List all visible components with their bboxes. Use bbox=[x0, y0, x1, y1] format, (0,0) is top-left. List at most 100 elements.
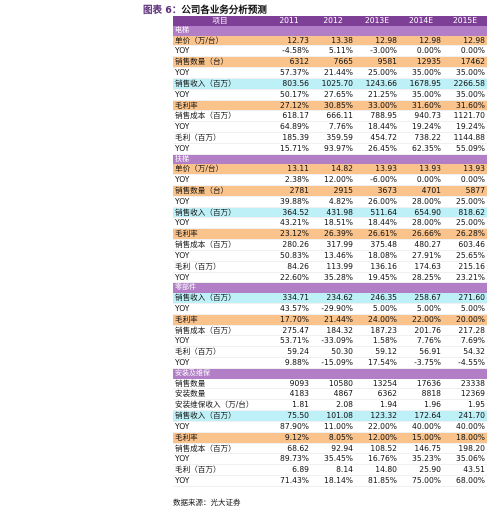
row-value: 35.00% bbox=[443, 89, 487, 101]
row-label: 安装维保收入（万/台） bbox=[173, 399, 267, 412]
row-value: 33.00% bbox=[355, 100, 399, 112]
row-value: 6312 bbox=[267, 56, 311, 69]
table-row: 安装维保收入（万/台） 1.81 2.08 1.94 1.96 1.95 bbox=[173, 399, 487, 412]
row-value: 54.32 bbox=[443, 346, 487, 358]
row-value: 2781 bbox=[267, 185, 311, 197]
row-label: 毛利（百万） bbox=[173, 261, 267, 273]
header-year: 2014E bbox=[399, 16, 443, 26]
row-value: 50.83% bbox=[267, 250, 311, 262]
row-value: 0.00% bbox=[399, 45, 443, 58]
row-value: 25.90 bbox=[399, 464, 443, 476]
row-value: 9.88% bbox=[267, 357, 311, 369]
section-row: 扶梯 bbox=[173, 154, 487, 165]
row-value: 184.32 bbox=[311, 325, 355, 337]
row-label: YOY bbox=[173, 335, 267, 348]
row-value: 13.93 bbox=[399, 164, 443, 176]
row-value: 8.05% bbox=[311, 432, 355, 444]
row-value: 136.16 bbox=[355, 261, 399, 273]
row-value: 43.51 bbox=[443, 464, 487, 476]
table-row: 销售成本（百万） 275.47 184.32 187.23 201.76 217.28 bbox=[173, 325, 487, 337]
table-row: 销售数量（台） 6312 7665 9581 12935 17462 bbox=[173, 56, 487, 69]
row-value: 93.97% bbox=[311, 143, 355, 155]
table-row: YOY 15.71% 93.97% 26.45% 62.35% 55.09% bbox=[173, 143, 487, 155]
row-value: 13.46% bbox=[311, 250, 355, 262]
row-value: 375.48 bbox=[355, 239, 399, 251]
table-row: YOY 89.73% 35.45% 16.76% 35.23% 35.06% bbox=[173, 453, 487, 466]
row-label: 销售收入（百万） bbox=[173, 293, 267, 304]
row-value: 234.62 bbox=[311, 293, 355, 304]
row-value: 6.89 bbox=[267, 464, 311, 476]
table-number: 图表 6： bbox=[143, 5, 182, 16]
row-value: 317.99 bbox=[311, 239, 355, 251]
row-value: 738.22 bbox=[399, 132, 443, 144]
row-value: 5.00% bbox=[399, 303, 443, 315]
row-value: 12.98 bbox=[443, 35, 487, 47]
row-value: 26.00% bbox=[355, 196, 399, 208]
table-row: 毛利率 9.12% 8.05% 12.00% 15.00% 18.00% bbox=[173, 432, 487, 444]
row-value: 35.00% bbox=[399, 89, 443, 101]
row-value: 18.44% bbox=[355, 121, 399, 133]
row-value: 12369 bbox=[443, 388, 487, 401]
row-value: 940.73 bbox=[399, 110, 443, 123]
row-value: 71.43% bbox=[267, 475, 311, 487]
row-label: YOY bbox=[173, 272, 267, 284]
table-row: YOY 39.88% 4.82% 26.00% 28.00% 25.00% bbox=[173, 196, 487, 208]
row-value: 23338 bbox=[443, 378, 487, 390]
table-row: 安装数量 4183 4867 6362 8818 12369 bbox=[173, 388, 487, 401]
row-value: 22.60% bbox=[267, 272, 311, 284]
row-value: 25.00% bbox=[355, 67, 399, 79]
row-value: 28.00% bbox=[399, 217, 443, 230]
row-value: 201.76 bbox=[399, 325, 443, 337]
row-value: 55.09% bbox=[443, 143, 487, 155]
table-row: YOY 2.38% 12.00% -6.00% 0.00% 0.00% bbox=[173, 174, 487, 186]
row-value: 431.98 bbox=[311, 207, 355, 219]
row-label: 单价（万/台） bbox=[173, 164, 267, 176]
row-label: YOY bbox=[173, 121, 267, 133]
row-value: 280.26 bbox=[267, 239, 311, 251]
table-row: 毛利（百万） 59.24 50.30 59.12 56.91 54.32 bbox=[173, 346, 487, 358]
row-value: 21.44% bbox=[311, 314, 355, 326]
row-value: 22.00% bbox=[399, 314, 443, 326]
row-value: 241.70 bbox=[443, 410, 487, 422]
row-value: 43.21% bbox=[267, 217, 311, 230]
section-row: 零部件 bbox=[173, 282, 487, 294]
row-value: 19.24% bbox=[399, 121, 443, 133]
row-value: 26.66% bbox=[399, 228, 443, 241]
row-value: 1678.95 bbox=[399, 78, 443, 90]
table-row: 毛利率 17.70% 21.44% 24.00% 22.00% 20.00% bbox=[173, 314, 487, 326]
row-value: 13.38 bbox=[311, 35, 355, 47]
row-value: 35.45% bbox=[311, 453, 355, 466]
row-value: 89.73% bbox=[267, 453, 311, 466]
row-value: 81.85% bbox=[355, 475, 399, 487]
row-value: 215.16 bbox=[443, 261, 487, 273]
row-value: 123.32 bbox=[355, 410, 399, 422]
row-value: 35.00% bbox=[443, 67, 487, 79]
row-value: 1025.70 bbox=[311, 78, 355, 90]
row-value: 7.76% bbox=[399, 335, 443, 348]
row-value: 17636 bbox=[399, 378, 443, 390]
row-value: 26.45% bbox=[355, 143, 399, 155]
row-value: 18.00% bbox=[443, 432, 487, 444]
row-label: 销售数量 bbox=[173, 378, 267, 390]
row-value: 1.58% bbox=[355, 335, 399, 348]
row-value: 185.39 bbox=[267, 132, 311, 144]
row-value: 27.12% bbox=[267, 100, 311, 112]
section-row: 电梯 bbox=[173, 25, 487, 36]
row-value: 62.35% bbox=[399, 143, 443, 155]
table-row: 销售数量（台） 2781 2915 3673 4701 5877 bbox=[173, 185, 487, 197]
row-value: 17.70% bbox=[267, 314, 311, 326]
row-value: 19.24% bbox=[443, 121, 487, 133]
row-value: 9.12% bbox=[267, 432, 311, 444]
row-value: 27.91% bbox=[399, 250, 443, 262]
row-value: 9581 bbox=[355, 56, 399, 69]
row-value: 7665 bbox=[311, 56, 355, 69]
table-row: 毛利（百万） 185.39 359.59 454.72 738.22 1144.88 bbox=[173, 132, 487, 144]
table-row: 销售收入（百万） 75.50 101.08 123.32 172.64 241.70 bbox=[173, 410, 487, 422]
row-value: 23.21% bbox=[443, 272, 487, 284]
row-value: 59.12 bbox=[355, 346, 399, 358]
row-value: 24.00% bbox=[355, 314, 399, 326]
row-value: 17462 bbox=[443, 56, 487, 69]
row-value: 13254 bbox=[355, 378, 399, 390]
row-value: 16.76% bbox=[355, 453, 399, 466]
row-value: 19.45% bbox=[355, 272, 399, 284]
